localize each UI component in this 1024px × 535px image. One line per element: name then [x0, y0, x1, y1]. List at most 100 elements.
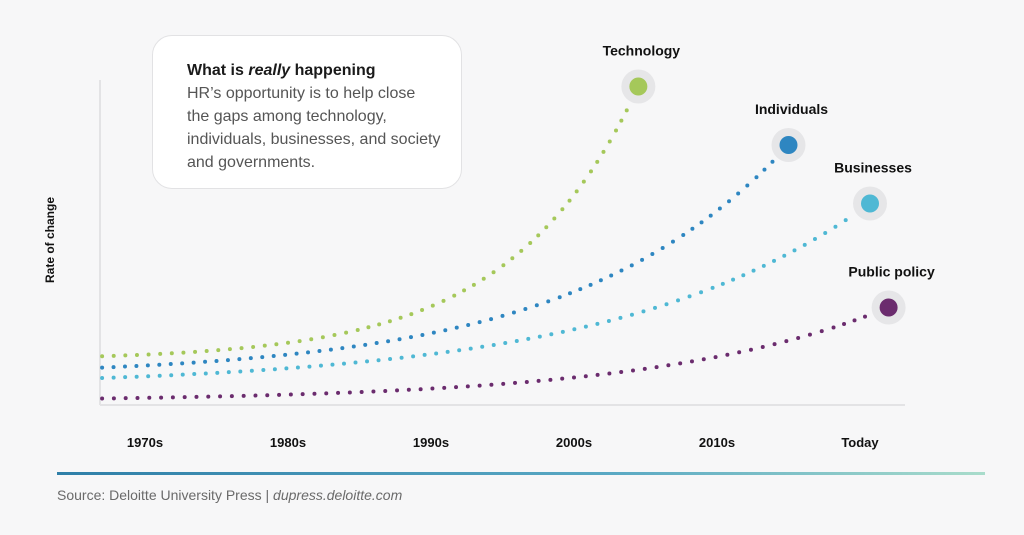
data-point	[754, 175, 759, 180]
data-point	[782, 253, 787, 258]
data-point	[318, 363, 323, 368]
data-point	[229, 394, 234, 399]
x-tick-label: 2000s	[556, 435, 592, 450]
data-point	[560, 376, 565, 381]
data-point	[309, 337, 314, 342]
data-point	[398, 315, 403, 320]
data-point	[629, 312, 634, 317]
data-point	[100, 376, 105, 381]
data-point	[249, 368, 254, 373]
data-point	[272, 367, 277, 372]
x-tick-label: 2010s	[699, 435, 735, 450]
data-point	[134, 352, 139, 357]
data-point	[737, 350, 742, 355]
data-point	[283, 352, 288, 357]
data-point	[168, 362, 173, 367]
data-point	[408, 335, 413, 340]
data-point	[489, 382, 494, 387]
endpoint-marker	[779, 136, 798, 154]
data-point	[654, 365, 659, 370]
data-point	[609, 273, 614, 278]
series-label: Public policy	[848, 264, 935, 280]
data-point	[619, 268, 624, 273]
data-point	[307, 364, 312, 369]
data-point	[687, 294, 692, 299]
data-point	[260, 355, 265, 360]
data-point	[341, 361, 346, 366]
data-point	[618, 315, 623, 320]
data-point	[193, 349, 198, 354]
data-point	[399, 355, 404, 360]
data-point	[843, 218, 848, 223]
data-point	[146, 374, 151, 379]
data-point	[727, 199, 732, 204]
data-point	[320, 335, 325, 340]
data-point	[796, 335, 801, 340]
data-point	[842, 321, 847, 326]
data-point	[650, 252, 655, 257]
data-point	[336, 390, 341, 395]
data-point	[324, 391, 329, 396]
data-point	[690, 226, 695, 231]
data-point	[454, 325, 459, 330]
data-point	[664, 302, 669, 307]
data-point	[501, 381, 506, 386]
data-point	[351, 344, 356, 349]
data-point	[411, 354, 416, 359]
data-point	[452, 293, 457, 298]
data-point	[123, 353, 128, 358]
data-point	[725, 352, 730, 357]
data-point	[169, 351, 174, 356]
data-point	[169, 373, 174, 378]
data-point	[203, 359, 208, 364]
data-point	[206, 394, 211, 399]
data-point	[666, 363, 671, 368]
data-point	[134, 363, 139, 368]
x-tick-label: 1980s	[270, 435, 306, 450]
data-point	[191, 360, 196, 365]
data-point	[792, 248, 797, 253]
data-point	[297, 339, 302, 344]
data-point	[111, 353, 116, 358]
data-point	[180, 372, 185, 377]
data-point	[519, 248, 524, 253]
data-point	[588, 169, 593, 174]
data-point	[619, 370, 624, 375]
data-point	[572, 375, 576, 380]
data-point	[332, 333, 337, 338]
data-point	[248, 356, 253, 361]
data-point	[192, 372, 197, 377]
data-point	[170, 395, 175, 400]
data-point	[420, 308, 425, 313]
data-point	[491, 270, 496, 275]
data-point	[619, 118, 624, 123]
data-point	[146, 352, 151, 357]
data-point	[387, 319, 392, 324]
data-point	[111, 396, 116, 401]
data-point	[284, 366, 289, 371]
series-label: Businesses	[834, 160, 912, 176]
data-point	[397, 337, 402, 342]
source-link[interactable]: dupress.deloitte.com	[273, 487, 403, 503]
data-point	[536, 378, 541, 383]
data-point	[227, 347, 232, 352]
data-point	[560, 207, 565, 212]
data-point	[442, 385, 447, 390]
data-point	[215, 370, 220, 375]
data-point	[388, 357, 393, 362]
data-point	[366, 325, 371, 330]
data-point	[306, 350, 311, 355]
data-point	[601, 149, 606, 154]
data-point	[271, 354, 276, 359]
data-point	[708, 213, 713, 218]
endpoint-marker	[879, 298, 898, 317]
data-point	[831, 325, 836, 330]
data-point	[330, 362, 335, 367]
data-point	[852, 318, 857, 323]
series-businesses: Businesses	[100, 160, 912, 381]
data-point	[238, 369, 243, 374]
data-point	[642, 366, 647, 371]
data-point	[182, 395, 187, 400]
data-point	[218, 394, 223, 399]
callout-body: HR’s opportunity is to help close the ga…	[187, 85, 441, 171]
